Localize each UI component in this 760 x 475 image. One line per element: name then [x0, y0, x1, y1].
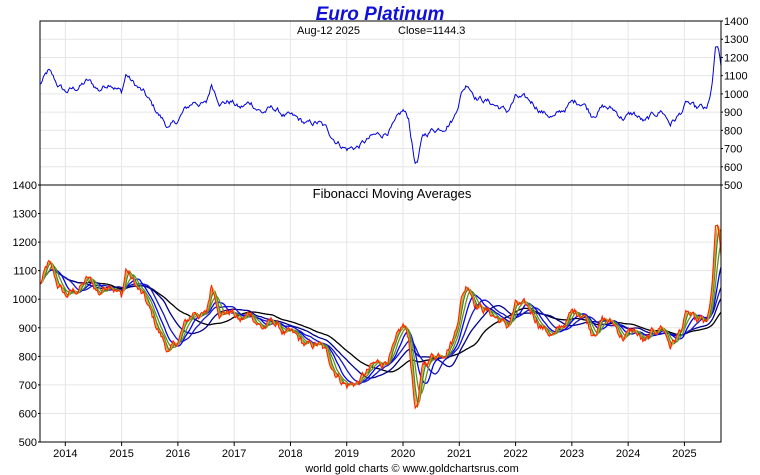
ma-y-tick-1000: 1000	[13, 294, 37, 306]
price-panel: 500 600 700 800 900 1000 1100 1200 1300 1400 Euro…	[39, 4, 748, 192]
moving-average-panel-frame	[39, 184, 722, 443]
price-line	[39, 46, 722, 165]
x-tick-2016: 2016	[166, 448, 190, 460]
footer-credit: world gold charts © www.goldchartsrus.co…	[304, 463, 519, 475]
chart-title: Euro Platinum	[316, 4, 445, 25]
ma-y-tick-700: 700	[19, 380, 37, 392]
ma-y-tick-1200: 1200	[13, 237, 37, 249]
moving-average-panel-frame-border	[39, 184, 722, 443]
x-tick-2018: 2018	[278, 448, 302, 460]
price-y-tick-900: 900	[724, 107, 742, 119]
price-panel-frame	[39, 20, 722, 186]
price-panel-series	[39, 46, 722, 165]
x-tick-2015: 2015	[109, 448, 133, 460]
price-y-tick-1100: 1100	[724, 71, 748, 83]
price-y-tick-600: 600	[724, 162, 742, 174]
x-tick-2024: 2024	[616, 448, 640, 460]
ma-y-tick-600: 600	[19, 408, 37, 420]
ma-panel-price-line	[39, 224, 722, 410]
ma-y-tick-800: 800	[19, 351, 37, 363]
ma-y-tick-500: 500	[19, 437, 37, 449]
price-y-tick-700: 700	[724, 144, 742, 156]
ma-y-tick-1300: 1300	[13, 209, 37, 221]
price-y-tick-1000: 1000	[724, 89, 748, 101]
price-panel-y-axis: 500 600 700 800 900 1000 1100 1200 1300 1400	[721, 16, 748, 192]
moving-average-panel-grid	[40, 185, 721, 442]
x-axis: 2014 2015 2016 2017 2018 2019 2020 2021 2022 2023…	[53, 442, 697, 460]
price-y-tick-1400: 1400	[724, 16, 748, 28]
x-tick-2025: 2025	[672, 448, 696, 460]
x-tick-2014: 2014	[53, 448, 77, 460]
x-tick-2017: 2017	[222, 448, 246, 460]
x-tick-2022: 2022	[503, 448, 527, 460]
price-panel-grid	[40, 21, 721, 185]
moving-average-panel-series	[39, 223, 722, 410]
price-y-tick-500: 500	[724, 180, 742, 192]
moving-average-panel-y-axis: 500 600 700 800 900 1000 1100 1200 1300 1400	[13, 180, 40, 449]
x-tick-2021: 2021	[447, 448, 471, 460]
date-label: Aug-12 2025	[297, 25, 360, 37]
moving-average-panel: 500 600 700 800 900 1000 1100 1200 1300 1400 Fibo…	[13, 180, 722, 449]
close-label: Close=1144.3	[398, 25, 465, 37]
ma-y-tick-900: 900	[19, 323, 37, 335]
ma-y-tick-1400: 1400	[13, 180, 37, 192]
x-tick-2019: 2019	[334, 448, 358, 460]
x-tick-2023: 2023	[560, 448, 584, 460]
price-y-tick-800: 800	[724, 125, 742, 137]
ma-line-ma-1	[39, 223, 722, 409]
price-y-tick-1200: 1200	[724, 52, 748, 64]
panel-title: Fibonacci Moving Averages	[313, 186, 472, 201]
price-y-tick-1300: 1300	[724, 34, 748, 46]
x-tick-2020: 2020	[391, 448, 415, 460]
ma-y-tick-1100: 1100	[13, 266, 37, 278]
